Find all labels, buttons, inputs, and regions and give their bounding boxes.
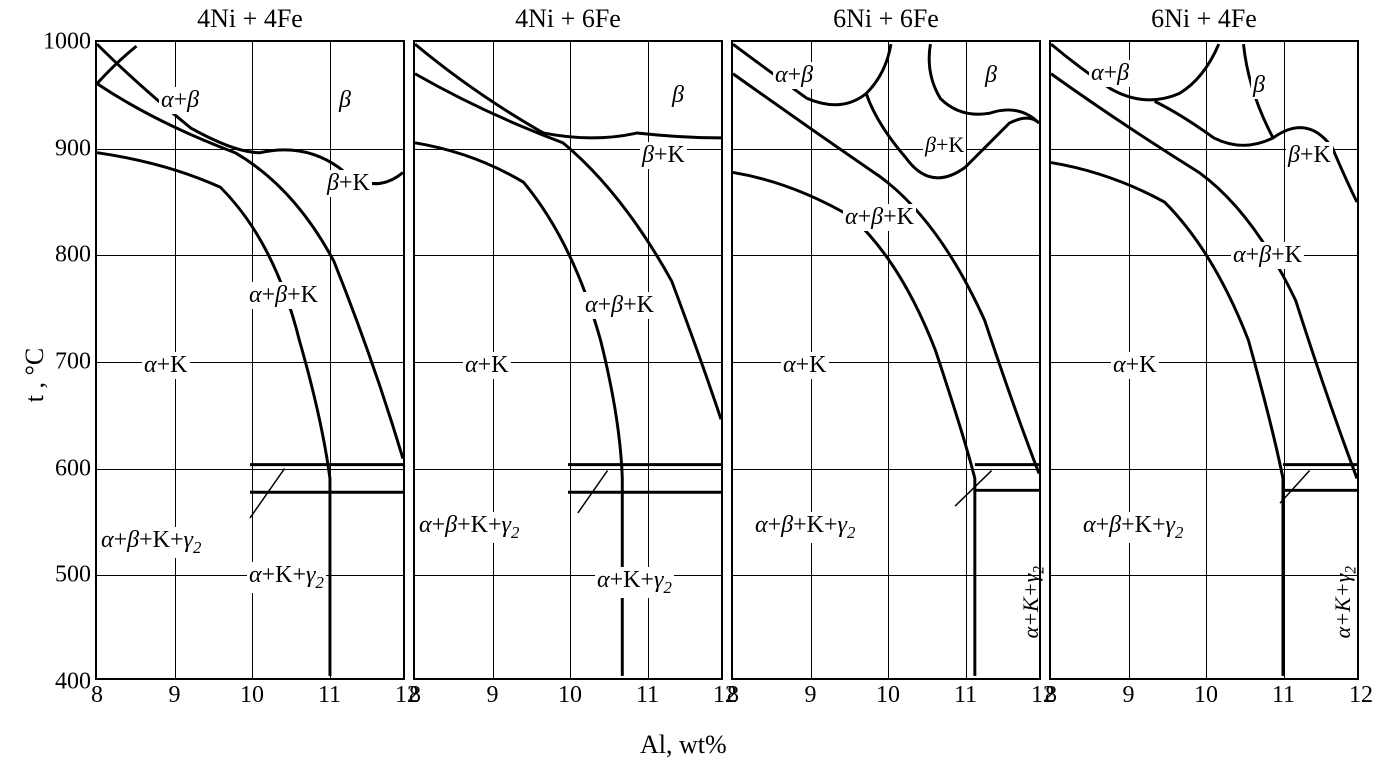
phase-region-label: β — [337, 87, 353, 114]
x-tick-label: 9 — [169, 682, 181, 709]
phase-region-label-vertical: α+K+γ2 — [1018, 566, 1048, 638]
phase-region-label: α+β+K+γ2 — [99, 527, 203, 558]
x-tick-label: 8 — [91, 682, 103, 709]
gridline — [888, 42, 889, 678]
x-tick-label: 8 — [1045, 682, 1057, 709]
x-tick-label: 10 — [876, 682, 900, 709]
x-tick-label: 11 — [636, 682, 659, 709]
y-tick-label: 500 — [55, 562, 91, 589]
x-axis-label: Al, wt% — [640, 730, 727, 760]
y-tick-label: 400 — [55, 669, 91, 696]
x-tick-label: 9 — [1123, 682, 1135, 709]
phase-region-label: α+β+K — [247, 282, 320, 309]
y-tick-label: 700 — [55, 349, 91, 376]
phase-region-label: α+K+γ2 — [247, 562, 326, 593]
x-tick-label: 9 — [487, 682, 499, 709]
gridline — [1206, 42, 1207, 678]
phase-region-label: α+β+K+γ2 — [417, 512, 521, 543]
y-tick-label: 1000 — [43, 29, 91, 56]
phase-region-label: β+K — [325, 170, 372, 197]
gridline — [415, 362, 721, 363]
phase-region-label: β — [983, 62, 999, 89]
panel-title: 4Ni + 4Fe — [150, 4, 350, 34]
gridline — [733, 469, 1039, 470]
gridline — [570, 42, 571, 678]
x-tick-label: 9 — [805, 682, 817, 709]
x-tick-label: 10 — [558, 682, 582, 709]
gridline — [733, 149, 1039, 150]
y-tick-label: 800 — [55, 242, 91, 269]
gridline — [733, 575, 1039, 576]
gridline — [97, 255, 403, 256]
phase-region-label: β+K — [923, 132, 966, 158]
phase-region-label: α+β+K — [583, 292, 656, 319]
x-tick-label: 10 — [1194, 682, 1218, 709]
phase-boundary-curves — [415, 42, 721, 678]
x-tick-label: 8 — [409, 682, 421, 709]
x-tick-label: 8 — [727, 682, 739, 709]
gridline — [1051, 469, 1357, 470]
panel: 400500600700800900100089101112α+βββ+Kα+β… — [95, 40, 405, 680]
figure-container: t , °C Al, wt% 4Ni + 4Fe 400 500 600 700 800 9… — [0, 0, 1396, 773]
phase-region-label: α+β+K+γ2 — [1081, 512, 1185, 543]
x-tick-label: 10 — [240, 682, 264, 709]
phase-region-label: α+K — [463, 352, 511, 379]
phase-region-label-vertical: α+K+γ2 — [1330, 566, 1360, 638]
phase-region-label: α+K — [781, 352, 829, 379]
phase-region-label: β+K — [1286, 142, 1333, 169]
gridline — [1051, 362, 1357, 363]
phase-region-label: α+K — [1111, 352, 1159, 379]
y-axis-label: t , °C — [20, 348, 50, 402]
phase-region-label: α+β — [1089, 60, 1131, 87]
gridline — [415, 255, 721, 256]
panel: 89101112α+βββ+Kα+β+Kα+Kα+β+K+γ2α+K+γ2 — [1049, 40, 1359, 680]
phase-boundary-curves — [1051, 42, 1357, 678]
phase-region-label: β — [1251, 72, 1267, 99]
gridline — [97, 149, 403, 150]
phase-region-label: α+β+K+γ2 — [753, 512, 857, 543]
phase-boundary-curves — [733, 42, 1039, 678]
phase-region-label: α+K — [142, 352, 190, 379]
panel-title: 4Ni + 6Fe — [468, 4, 668, 34]
phase-region-label: α+K+γ2 — [595, 567, 674, 598]
panel: 89101112ββ+Kα+β+Kα+Kα+β+K+γ2α+K+γ2 — [413, 40, 723, 680]
gridline — [1051, 575, 1357, 576]
y-tick-label: 600 — [55, 455, 91, 482]
x-tick-label: 12 — [1349, 682, 1373, 709]
y-tick-label: 900 — [55, 135, 91, 162]
gridline — [97, 469, 403, 470]
x-tick-label: 11 — [1272, 682, 1295, 709]
phase-region-label: α+β+K — [843, 204, 916, 231]
gridline — [733, 362, 1039, 363]
panel: 89101112α+βββ+Kα+β+Kα+Kα+β+K+γ2α+K+γ2 — [731, 40, 1041, 680]
phase-region-label: β+K — [640, 142, 687, 169]
phase-region-label: α+β — [773, 62, 815, 89]
gridline — [415, 575, 721, 576]
panel-title: 6Ni + 4Fe — [1104, 4, 1304, 34]
gridline — [1284, 42, 1285, 678]
phase-region-label: β — [670, 82, 686, 109]
gridline — [733, 255, 1039, 256]
x-tick-label: 11 — [954, 682, 977, 709]
x-tick-label: 11 — [318, 682, 341, 709]
gridline — [415, 469, 721, 470]
gridline — [1051, 255, 1357, 256]
phase-region-label: α+β+K — [1231, 242, 1304, 269]
phase-region-label: α+β — [159, 87, 201, 114]
gridline — [330, 42, 331, 678]
panel-title: 6Ni + 6Fe — [786, 4, 986, 34]
